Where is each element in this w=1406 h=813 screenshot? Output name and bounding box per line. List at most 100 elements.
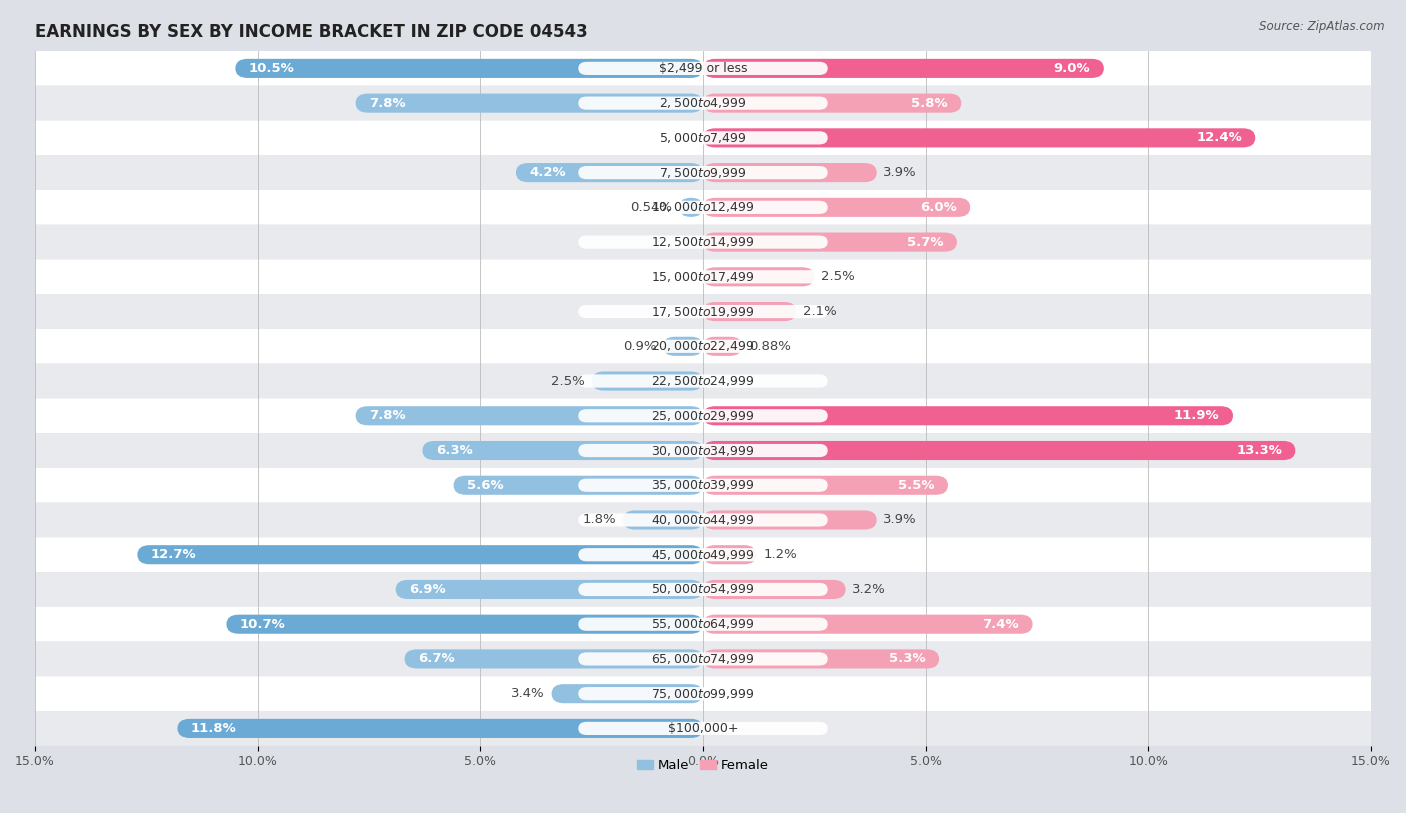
Text: 12.7%: 12.7% (150, 548, 197, 561)
Text: 3.9%: 3.9% (883, 514, 917, 527)
FancyBboxPatch shape (578, 513, 828, 527)
FancyBboxPatch shape (578, 409, 828, 423)
Text: Source: ZipAtlas.com: Source: ZipAtlas.com (1260, 20, 1385, 33)
Text: $2,500 to $4,999: $2,500 to $4,999 (659, 96, 747, 110)
FancyBboxPatch shape (703, 580, 845, 599)
FancyBboxPatch shape (703, 337, 742, 356)
Text: 0.88%: 0.88% (749, 340, 790, 353)
FancyBboxPatch shape (177, 719, 703, 738)
FancyBboxPatch shape (35, 363, 1371, 398)
FancyBboxPatch shape (578, 618, 828, 631)
FancyBboxPatch shape (35, 329, 1371, 363)
FancyBboxPatch shape (703, 128, 1256, 147)
FancyBboxPatch shape (703, 198, 970, 217)
FancyBboxPatch shape (578, 201, 828, 214)
FancyBboxPatch shape (578, 583, 828, 596)
FancyBboxPatch shape (35, 85, 1371, 120)
FancyBboxPatch shape (703, 546, 756, 564)
FancyBboxPatch shape (35, 641, 1371, 676)
FancyBboxPatch shape (703, 476, 948, 495)
Text: 5.6%: 5.6% (467, 479, 503, 492)
FancyBboxPatch shape (623, 511, 703, 529)
FancyBboxPatch shape (703, 93, 962, 113)
FancyBboxPatch shape (703, 511, 877, 529)
Text: 1.2%: 1.2% (763, 548, 797, 561)
FancyBboxPatch shape (235, 59, 703, 78)
FancyBboxPatch shape (578, 722, 828, 735)
FancyBboxPatch shape (578, 375, 828, 388)
Text: 2.5%: 2.5% (821, 270, 855, 283)
FancyBboxPatch shape (422, 441, 703, 460)
FancyBboxPatch shape (35, 502, 1371, 537)
FancyBboxPatch shape (516, 163, 703, 182)
Text: $22,500 to $24,999: $22,500 to $24,999 (651, 374, 755, 388)
FancyBboxPatch shape (578, 305, 828, 318)
FancyBboxPatch shape (578, 479, 828, 492)
Text: 6.7%: 6.7% (418, 652, 454, 665)
FancyBboxPatch shape (578, 62, 828, 75)
Text: 6.9%: 6.9% (409, 583, 446, 596)
Text: $55,000 to $64,999: $55,000 to $64,999 (651, 617, 755, 631)
Text: $40,000 to $44,999: $40,000 to $44,999 (651, 513, 755, 527)
Text: 13.3%: 13.3% (1236, 444, 1282, 457)
Text: $50,000 to $54,999: $50,000 to $54,999 (651, 582, 755, 597)
Text: EARNINGS BY SEX BY INCOME BRACKET IN ZIP CODE 04543: EARNINGS BY SEX BY INCOME BRACKET IN ZIP… (35, 23, 588, 41)
Text: 10.5%: 10.5% (249, 62, 294, 75)
FancyBboxPatch shape (35, 467, 1371, 502)
FancyBboxPatch shape (578, 131, 828, 145)
FancyBboxPatch shape (35, 51, 1371, 85)
FancyBboxPatch shape (578, 340, 828, 353)
Text: 0.54%: 0.54% (630, 201, 672, 214)
FancyBboxPatch shape (578, 444, 828, 457)
Text: 7.4%: 7.4% (983, 618, 1019, 631)
Text: 3.2%: 3.2% (852, 583, 886, 596)
FancyBboxPatch shape (578, 687, 828, 700)
Text: $15,000 to $17,499: $15,000 to $17,499 (651, 270, 755, 284)
Text: 7.8%: 7.8% (368, 409, 405, 422)
Text: 5.7%: 5.7% (907, 236, 943, 249)
FancyBboxPatch shape (578, 270, 828, 284)
Text: $17,500 to $19,999: $17,500 to $19,999 (651, 305, 755, 319)
Text: $5,000 to $7,499: $5,000 to $7,499 (659, 131, 747, 145)
Text: 4.2%: 4.2% (529, 166, 567, 179)
Text: 7.8%: 7.8% (368, 97, 405, 110)
Text: 11.8%: 11.8% (191, 722, 236, 735)
FancyBboxPatch shape (703, 650, 939, 668)
FancyBboxPatch shape (662, 337, 703, 356)
FancyBboxPatch shape (703, 441, 1295, 460)
Text: 2.1%: 2.1% (803, 305, 837, 318)
FancyBboxPatch shape (35, 259, 1371, 294)
FancyBboxPatch shape (395, 580, 703, 599)
FancyBboxPatch shape (578, 652, 828, 666)
Text: $65,000 to $74,999: $65,000 to $74,999 (651, 652, 755, 666)
FancyBboxPatch shape (703, 406, 1233, 425)
FancyBboxPatch shape (551, 684, 703, 703)
FancyBboxPatch shape (578, 548, 828, 561)
FancyBboxPatch shape (454, 476, 703, 495)
FancyBboxPatch shape (405, 650, 703, 668)
Text: 5.8%: 5.8% (911, 97, 948, 110)
Text: 11.9%: 11.9% (1174, 409, 1219, 422)
FancyBboxPatch shape (35, 676, 1371, 711)
Text: 5.3%: 5.3% (889, 652, 925, 665)
FancyBboxPatch shape (356, 406, 703, 425)
FancyBboxPatch shape (356, 93, 703, 113)
FancyBboxPatch shape (35, 433, 1371, 467)
Text: 3.9%: 3.9% (883, 166, 917, 179)
FancyBboxPatch shape (592, 372, 703, 390)
Text: 2.5%: 2.5% (551, 375, 585, 388)
FancyBboxPatch shape (703, 267, 814, 286)
FancyBboxPatch shape (35, 120, 1371, 155)
Text: $30,000 to $34,999: $30,000 to $34,999 (651, 444, 755, 458)
FancyBboxPatch shape (578, 97, 828, 110)
FancyBboxPatch shape (35, 537, 1371, 572)
FancyBboxPatch shape (679, 198, 703, 217)
FancyBboxPatch shape (578, 236, 828, 249)
Text: $35,000 to $39,999: $35,000 to $39,999 (651, 478, 755, 492)
Text: 12.4%: 12.4% (1197, 132, 1241, 145)
FancyBboxPatch shape (35, 155, 1371, 190)
FancyBboxPatch shape (35, 398, 1371, 433)
Text: 6.0%: 6.0% (920, 201, 957, 214)
FancyBboxPatch shape (35, 294, 1371, 329)
FancyBboxPatch shape (35, 224, 1371, 259)
